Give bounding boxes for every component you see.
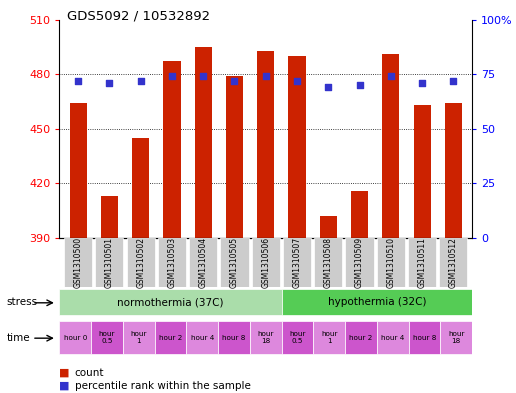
Point	[293, 77, 301, 84]
Text: hour 2: hour 2	[349, 334, 373, 341]
Bar	[164, 61, 181, 238]
Text: GDS5092 / 10532892: GDS5092 / 10532892	[67, 10, 210, 23]
Bar	[70, 103, 87, 238]
Text: time: time	[6, 332, 30, 343]
FancyBboxPatch shape	[59, 290, 282, 315]
Bar	[351, 191, 368, 238]
Bar	[257, 51, 275, 238]
Text: GSM1310512: GSM1310512	[449, 237, 458, 288]
FancyBboxPatch shape	[189, 238, 217, 287]
FancyBboxPatch shape	[377, 238, 405, 287]
Text: normothermia (37C): normothermia (37C)	[117, 297, 224, 307]
Bar	[413, 105, 431, 238]
Text: count: count	[75, 367, 104, 378]
Bar	[132, 138, 149, 238]
FancyBboxPatch shape	[345, 321, 377, 354]
Text: hour
1: hour 1	[321, 331, 337, 344]
FancyBboxPatch shape	[439, 238, 467, 287]
Text: GSM1310502: GSM1310502	[136, 237, 145, 288]
Text: GSM1310508: GSM1310508	[324, 237, 333, 288]
FancyBboxPatch shape	[250, 321, 282, 354]
Text: hypothermia (32C): hypothermia (32C)	[328, 297, 426, 307]
Text: GSM1310510: GSM1310510	[386, 237, 395, 288]
Text: ■: ■	[59, 367, 70, 378]
Point	[230, 77, 238, 84]
FancyBboxPatch shape	[440, 321, 472, 354]
FancyBboxPatch shape	[346, 238, 374, 287]
FancyBboxPatch shape	[158, 238, 186, 287]
FancyBboxPatch shape	[186, 321, 218, 354]
FancyBboxPatch shape	[408, 238, 436, 287]
Point	[418, 80, 426, 86]
FancyBboxPatch shape	[313, 321, 345, 354]
Text: GSM1310505: GSM1310505	[230, 237, 239, 288]
Bar	[320, 216, 337, 238]
Text: hour
0.5: hour 0.5	[99, 331, 115, 344]
Text: GSM1310509: GSM1310509	[355, 237, 364, 288]
FancyBboxPatch shape	[218, 321, 250, 354]
Point	[74, 77, 82, 84]
Text: hour
0.5: hour 0.5	[289, 331, 306, 344]
FancyBboxPatch shape	[91, 321, 123, 354]
Text: hour 4: hour 4	[381, 334, 405, 341]
Text: hour 2: hour 2	[159, 334, 182, 341]
Text: hour
18: hour 18	[448, 331, 464, 344]
Text: GSM1310503: GSM1310503	[167, 237, 176, 288]
Point	[324, 84, 332, 90]
FancyBboxPatch shape	[64, 238, 92, 287]
FancyBboxPatch shape	[282, 290, 472, 315]
Text: hour
1: hour 1	[131, 331, 147, 344]
FancyBboxPatch shape	[59, 321, 91, 354]
Text: GSM1310511: GSM1310511	[417, 237, 427, 288]
Text: hour 8: hour 8	[222, 334, 246, 341]
FancyBboxPatch shape	[95, 238, 123, 287]
Point	[262, 73, 270, 79]
Point	[199, 73, 207, 79]
Bar	[226, 76, 243, 238]
FancyBboxPatch shape	[252, 238, 280, 287]
FancyBboxPatch shape	[220, 238, 249, 287]
Point	[449, 77, 458, 84]
Text: ■: ■	[59, 381, 70, 391]
Text: hour 4: hour 4	[190, 334, 214, 341]
Point	[105, 80, 114, 86]
Text: hour 8: hour 8	[413, 334, 436, 341]
Text: hour 0: hour 0	[63, 334, 87, 341]
Text: GSM1310501: GSM1310501	[105, 237, 114, 288]
FancyBboxPatch shape	[314, 238, 342, 287]
Text: stress: stress	[6, 297, 37, 307]
Bar	[195, 47, 212, 238]
Text: GSM1310507: GSM1310507	[293, 237, 301, 288]
FancyBboxPatch shape	[155, 321, 186, 354]
FancyBboxPatch shape	[283, 238, 311, 287]
Text: GSM1310506: GSM1310506	[261, 237, 270, 288]
Point	[356, 82, 364, 88]
Point	[168, 73, 176, 79]
Bar	[445, 103, 462, 238]
FancyBboxPatch shape	[123, 321, 155, 354]
Text: hour
18: hour 18	[257, 331, 274, 344]
Bar	[288, 56, 305, 238]
FancyBboxPatch shape	[409, 321, 440, 354]
Bar	[101, 196, 118, 238]
Bar	[382, 54, 399, 238]
FancyBboxPatch shape	[377, 321, 409, 354]
Point	[386, 73, 395, 79]
Text: GSM1310500: GSM1310500	[74, 237, 83, 288]
FancyBboxPatch shape	[126, 238, 155, 287]
Point	[137, 77, 145, 84]
Text: GSM1310504: GSM1310504	[199, 237, 208, 288]
FancyBboxPatch shape	[282, 321, 313, 354]
Text: percentile rank within the sample: percentile rank within the sample	[75, 381, 251, 391]
